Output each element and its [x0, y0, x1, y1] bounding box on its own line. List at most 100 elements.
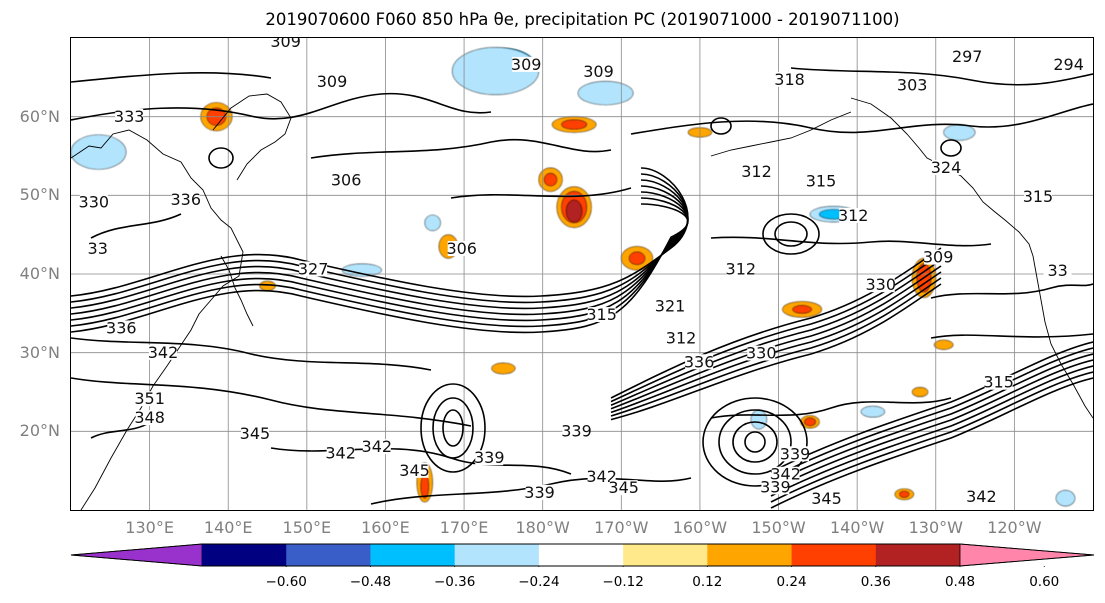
contour-line [610, 277, 942, 417]
shaded-area-30 [792, 305, 812, 314]
contour-label-bg [79, 194, 108, 210]
contour-line [208, 147, 234, 169]
shaded-area-12 [1055, 490, 1076, 507]
lon-tick-label: 120°W [987, 518, 1042, 537]
map-title: 2019070600 F060 850 hPa θe, precipitatio… [265, 10, 900, 29]
contour-label: 315 [806, 171, 837, 190]
contour-label-bg [447, 240, 476, 256]
contour-label: 312 [726, 259, 757, 278]
contour-line [770, 353, 1093, 485]
colorbar-segment [370, 544, 456, 566]
contour-label-bg [726, 261, 755, 277]
contour-label-bg [584, 63, 613, 79]
shaded-area-4 [577, 80, 634, 106]
shaded-area-34 [491, 362, 516, 375]
contour-label-bg [362, 439, 391, 455]
contour-line [310, 138, 612, 159]
contour-line [770, 341, 1093, 473]
contour-label: 324 [931, 158, 962, 177]
contour-label: 330 [746, 344, 777, 363]
contour-line [940, 139, 962, 157]
contour-label: 33 [88, 239, 108, 258]
shaded-area-10 [750, 409, 768, 430]
coastline-asia [71, 129, 244, 510]
lon-tick-label: 140°E [203, 518, 253, 537]
contour-label: 339 [474, 448, 505, 467]
shaded-area-9 [943, 124, 976, 141]
shaded-area-7 [424, 214, 441, 232]
contour-label: 297 [952, 47, 983, 66]
colorbar-tick-label: −0.24 [518, 574, 560, 590]
contour-label-bg [775, 71, 804, 87]
colorbar [70, 543, 1095, 567]
contour-label: 306 [446, 239, 477, 258]
contour-label: 345 [608, 478, 639, 497]
contour-line [610, 259, 942, 406]
contour-label: 345 [399, 461, 430, 480]
contour-label-bg [609, 480, 638, 496]
contour-label-bg [326, 445, 355, 461]
precipitation-shading [71, 47, 1076, 507]
coastline-alaska [850, 97, 1034, 257]
contour-line [770, 347, 1093, 479]
contour-label-bg [135, 410, 164, 426]
colorbar-tick-label: 0.60 [1029, 574, 1060, 590]
colorbar-tick-label: 0.48 [944, 574, 976, 590]
contour-label: 339 [780, 444, 811, 463]
map-panel: 309 309 309 309 318 297 294 303 333 336 330 306 312 3… [71, 38, 1093, 510]
contour-line [71, 377, 472, 427]
contour-line [630, 103, 1093, 135]
contour-line [770, 359, 1093, 491]
shaded-area-39 [933, 339, 954, 350]
contour-line [90, 213, 182, 239]
contour-line [610, 265, 942, 410]
colorbar-segment [286, 544, 371, 566]
colorbar-tick-label: −0.36 [433, 574, 476, 590]
contour-line [71, 191, 689, 322]
colorbar-segment [623, 544, 708, 566]
contour-line [610, 283, 942, 421]
contour-label-bg [967, 488, 996, 504]
contour-line [71, 167, 689, 298]
contour-line [71, 203, 689, 334]
shaded-area-11 [860, 405, 885, 418]
contour-line [442, 409, 464, 447]
contour-label-bg [562, 423, 591, 439]
colorbar-tick-label: −0.60 [265, 574, 307, 590]
colorbar-extend-high [959, 543, 1095, 567]
contour-label-bg [761, 479, 790, 495]
contour-label: 342 [966, 487, 997, 506]
colorbar-segment [875, 544, 961, 566]
shaded-area-17 [543, 173, 558, 187]
contour-line [718, 409, 792, 475]
shaded-area-28 [804, 417, 816, 427]
contour-label-bg [812, 491, 841, 507]
lat-tick-label: 50°N [19, 185, 60, 205]
contour-line [71, 337, 432, 371]
contour-label-bg [771, 466, 800, 482]
contour-line [732, 421, 778, 463]
contour-label-bg [107, 320, 136, 336]
contour-label-bg [475, 450, 504, 466]
colorbar-tick-label: 0.24 [776, 574, 807, 590]
contour-label: 342 [362, 437, 393, 456]
contour-label: 342 [586, 467, 617, 486]
contour-label: 294 [1053, 55, 1084, 74]
contour-label: 336 [684, 352, 715, 371]
contour-line [71, 71, 272, 83]
lat-tick-label: 40°N [19, 264, 60, 283]
contour-label: 327 [298, 259, 329, 278]
contour-label-bg [587, 469, 616, 485]
contour-label-bg [148, 344, 177, 360]
contour-label-bg [839, 207, 868, 223]
colorbar-outline [70, 543, 1095, 567]
contour-label-bg [742, 163, 771, 179]
contour-line [930, 333, 1093, 339]
contour-line [432, 397, 474, 459]
contour-label-bg [898, 77, 927, 93]
shaded-area-23 [628, 251, 646, 265]
colorbar-extend-low [70, 543, 203, 567]
contour-label-bg [1023, 189, 1052, 205]
contour-label: 309 [923, 248, 954, 267]
